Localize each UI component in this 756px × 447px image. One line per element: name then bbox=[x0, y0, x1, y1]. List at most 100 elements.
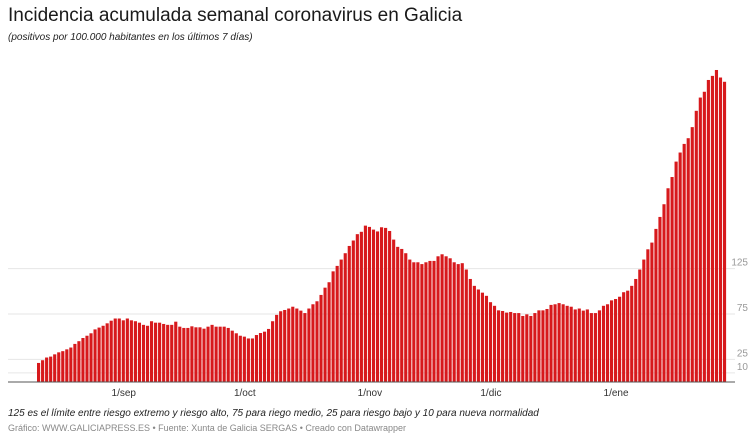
bar bbox=[484, 295, 489, 382]
bar bbox=[319, 294, 323, 382]
bar bbox=[666, 188, 670, 382]
bar bbox=[117, 318, 121, 382]
bar bbox=[565, 305, 569, 382]
bar bbox=[388, 230, 392, 382]
bar bbox=[158, 322, 162, 382]
bar bbox=[246, 338, 250, 382]
bar bbox=[133, 321, 137, 382]
chart-note: 125 es el límite entre riesgo extremo y … bbox=[8, 408, 539, 419]
bar bbox=[113, 318, 117, 382]
bar bbox=[154, 322, 158, 382]
bar bbox=[638, 269, 642, 382]
bar bbox=[267, 328, 271, 382]
chart-subtitle: (positivos por 100.000 habitantes en los… bbox=[8, 32, 253, 43]
bar bbox=[198, 327, 202, 382]
bar bbox=[97, 327, 101, 382]
bar bbox=[614, 299, 618, 382]
bar bbox=[186, 327, 190, 382]
bar bbox=[630, 285, 634, 382]
bar bbox=[412, 262, 416, 382]
bar bbox=[456, 264, 460, 382]
x-axis-ticks: 1/sep 1/oct 1/nov 1/dic 1/ene bbox=[112, 388, 629, 399]
bar bbox=[597, 310, 602, 382]
bar bbox=[622, 292, 626, 382]
bar bbox=[392, 239, 396, 382]
bar bbox=[468, 278, 472, 382]
bar bbox=[670, 177, 674, 382]
bar bbox=[448, 258, 452, 382]
bar bbox=[710, 75, 714, 382]
bar bbox=[384, 227, 388, 382]
bar bbox=[416, 262, 420, 382]
bar bbox=[509, 311, 513, 382]
bar bbox=[275, 314, 279, 382]
bar bbox=[424, 262, 428, 382]
bar bbox=[190, 326, 194, 382]
bar bbox=[279, 311, 283, 382]
bar bbox=[339, 259, 343, 383]
bar bbox=[488, 302, 493, 382]
bar bbox=[428, 260, 432, 382]
bar bbox=[93, 329, 97, 382]
bar bbox=[262, 331, 267, 382]
bar bbox=[505, 312, 509, 382]
chart-title: Incidencia acumulada semanal coronavirus… bbox=[8, 5, 463, 26]
bar bbox=[569, 306, 573, 382]
bar bbox=[702, 91, 706, 382]
bar bbox=[271, 321, 275, 382]
bar bbox=[355, 234, 359, 382]
bar bbox=[77, 341, 81, 382]
bar bbox=[585, 309, 589, 382]
bar bbox=[307, 308, 311, 382]
bar bbox=[105, 323, 109, 382]
x-tick-label: 1/ene bbox=[604, 388, 629, 399]
bar bbox=[650, 242, 654, 382]
bar bbox=[89, 333, 93, 382]
y-tick-label: 25 bbox=[737, 348, 749, 359]
bar bbox=[49, 356, 53, 382]
bar bbox=[331, 271, 335, 382]
bar bbox=[174, 321, 178, 382]
bar bbox=[129, 320, 133, 382]
bar bbox=[202, 328, 206, 382]
bar bbox=[714, 69, 719, 383]
bar bbox=[351, 240, 355, 382]
bar bbox=[45, 357, 49, 382]
bar bbox=[226, 327, 230, 382]
bar bbox=[371, 229, 376, 382]
bar bbox=[480, 292, 484, 382]
bar bbox=[698, 97, 702, 382]
bar bbox=[674, 161, 678, 382]
bar bbox=[291, 306, 295, 382]
bar bbox=[283, 309, 287, 382]
bar bbox=[513, 313, 517, 382]
bar bbox=[162, 323, 166, 382]
bar bbox=[573, 309, 577, 382]
bar bbox=[375, 231, 380, 382]
bar bbox=[654, 228, 658, 382]
bar bbox=[299, 310, 303, 382]
bar bbox=[65, 349, 69, 382]
bar bbox=[250, 338, 254, 382]
bar bbox=[722, 81, 727, 382]
bar bbox=[476, 289, 480, 382]
bar bbox=[343, 253, 347, 382]
bar bbox=[690, 127, 694, 382]
bar bbox=[537, 310, 541, 382]
bar bbox=[258, 333, 263, 382]
bar bbox=[460, 263, 464, 382]
bar bbox=[41, 360, 45, 382]
bar bbox=[541, 310, 545, 382]
bar bbox=[517, 313, 521, 382]
bar bbox=[545, 308, 549, 382]
bar bbox=[315, 301, 319, 382]
bar bbox=[642, 259, 646, 383]
bar bbox=[206, 326, 210, 382]
bar bbox=[432, 260, 436, 382]
bar bbox=[589, 313, 593, 382]
bar bbox=[404, 253, 408, 382]
bar bbox=[440, 254, 444, 382]
bar bbox=[323, 287, 327, 382]
bar bbox=[303, 313, 307, 382]
